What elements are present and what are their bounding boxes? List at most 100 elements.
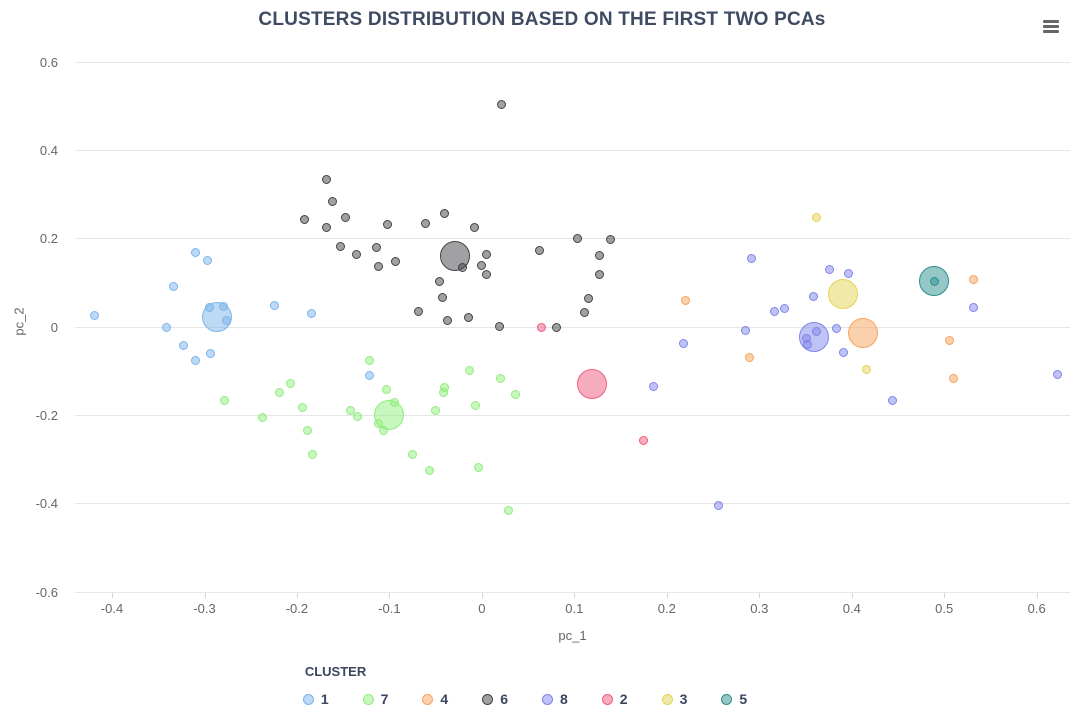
data-point-cluster-1[interactable] <box>190 248 200 258</box>
data-point-cluster-8[interactable] <box>746 254 756 264</box>
legend-item-2[interactable]: 2 <box>601 691 628 707</box>
data-point-cluster-7[interactable] <box>308 450 318 460</box>
data-point-cluster-7[interactable] <box>220 396 230 406</box>
data-point-cluster-6[interactable] <box>458 263 467 273</box>
data-point-cluster-8[interactable] <box>812 327 822 337</box>
data-point-cluster-7[interactable] <box>274 388 284 398</box>
data-point-cluster-7[interactable] <box>389 398 399 407</box>
data-point-cluster-7[interactable] <box>424 466 434 475</box>
data-point-cluster-8[interactable] <box>779 303 789 313</box>
data-point-cluster-6[interactable] <box>437 293 447 303</box>
data-point-cluster-8[interactable] <box>888 396 897 406</box>
legend-item-4[interactable]: 4 <box>422 691 448 707</box>
data-point-cluster-7[interactable] <box>302 425 312 435</box>
data-point-cluster-8[interactable] <box>969 303 979 312</box>
data-point-cluster-8[interactable] <box>831 324 841 334</box>
data-point-cluster-7[interactable] <box>382 385 392 395</box>
data-point-cluster-6[interactable] <box>322 222 331 232</box>
data-point-cluster-8[interactable] <box>649 382 659 392</box>
data-point-cluster-8[interactable] <box>838 347 848 357</box>
data-point-cluster-8[interactable] <box>714 500 724 510</box>
data-point-cluster-7[interactable] <box>465 365 475 375</box>
data-point-cluster-8[interactable] <box>809 292 819 301</box>
data-point-cluster-6[interactable] <box>390 257 400 267</box>
legend-item-5[interactable]: 5 <box>721 691 747 707</box>
data-point-cluster-6[interactable] <box>477 261 487 271</box>
data-point-cluster-7[interactable] <box>346 405 356 415</box>
data-point-cluster-1[interactable] <box>162 323 171 333</box>
data-point-cluster-7[interactable] <box>373 419 383 429</box>
data-point-cluster-6[interactable] <box>605 234 615 244</box>
data-point-cluster-1[interactable] <box>89 311 99 320</box>
data-point-cluster-6[interactable] <box>594 251 604 261</box>
legend-item-1[interactable]: 1 <box>302 691 329 707</box>
data-point-cluster-6[interactable] <box>327 197 337 206</box>
data-point-cluster-7[interactable] <box>258 412 268 422</box>
data-point-cluster-6[interactable] <box>372 242 381 252</box>
data-point-cluster-4[interactable] <box>945 335 955 345</box>
data-point-cluster-1[interactable] <box>202 255 212 265</box>
data-point-cluster-8[interactable] <box>679 338 688 348</box>
data-point-cluster-7[interactable] <box>504 506 514 516</box>
data-point-cluster-6[interactable] <box>322 174 331 184</box>
centroid-cluster-4[interactable] <box>847 318 878 349</box>
data-point-cluster-1[interactable] <box>307 309 317 319</box>
data-point-cluster-6[interactable] <box>496 99 506 109</box>
data-point-cluster-7[interactable] <box>470 401 480 411</box>
data-point-cluster-1[interactable] <box>168 282 178 292</box>
data-point-cluster-4[interactable] <box>969 275 979 285</box>
data-point-cluster-6[interactable] <box>482 270 491 280</box>
data-point-cluster-2[interactable] <box>536 322 546 332</box>
legend-item-8[interactable]: 8 <box>542 691 568 707</box>
data-point-cluster-7[interactable] <box>364 356 374 365</box>
data-point-cluster-6[interactable] <box>299 215 309 225</box>
data-point-cluster-2[interactable] <box>639 435 649 445</box>
data-point-cluster-1[interactable] <box>218 302 228 312</box>
data-point-cluster-7[interactable] <box>408 450 417 460</box>
data-point-cluster-6[interactable] <box>552 322 562 332</box>
data-point-cluster-6[interactable] <box>335 242 345 252</box>
data-point-cluster-6[interactable] <box>470 222 479 232</box>
data-point-cluster-7[interactable] <box>431 405 441 415</box>
data-point-cluster-4[interactable] <box>680 295 690 305</box>
legend-item-6[interactable]: 6 <box>482 691 508 707</box>
data-point-cluster-6[interactable] <box>534 246 544 255</box>
legend-item-7[interactable]: 7 <box>362 691 388 707</box>
data-point-cluster-6[interactable] <box>383 220 393 229</box>
centroid-cluster-2[interactable] <box>576 368 607 399</box>
chart-menu-button[interactable] <box>1040 14 1066 38</box>
data-point-cluster-6[interactable] <box>494 322 504 331</box>
data-point-cluster-8[interactable] <box>802 339 812 349</box>
data-point-cluster-6[interactable] <box>463 312 473 322</box>
data-point-cluster-6[interactable] <box>583 294 593 304</box>
data-point-cluster-7[interactable] <box>352 412 362 422</box>
data-point-cluster-5[interactable] <box>929 277 939 286</box>
data-point-cluster-8[interactable] <box>843 269 853 278</box>
data-point-cluster-7[interactable] <box>379 425 389 435</box>
data-point-cluster-4[interactable] <box>744 352 754 362</box>
data-point-cluster-6[interactable] <box>413 307 423 316</box>
data-point-cluster-6[interactable] <box>580 307 589 317</box>
data-point-cluster-8[interactable] <box>769 307 779 316</box>
legend-item-3[interactable]: 3 <box>661 691 687 707</box>
data-point-cluster-1[interactable] <box>178 341 188 350</box>
centroid-cluster-3[interactable] <box>827 278 858 309</box>
data-point-cluster-6[interactable] <box>351 250 361 259</box>
data-point-cluster-1[interactable] <box>364 370 374 380</box>
data-point-cluster-3[interactable] <box>862 364 872 374</box>
data-point-cluster-1[interactable] <box>270 301 280 311</box>
data-point-cluster-1[interactable] <box>222 316 232 326</box>
data-point-cluster-7[interactable] <box>438 388 448 398</box>
data-point-cluster-8[interactable] <box>740 326 750 336</box>
data-point-cluster-6[interactable] <box>421 218 430 228</box>
data-point-cluster-6[interactable] <box>594 270 604 280</box>
data-point-cluster-6[interactable] <box>482 250 491 259</box>
data-point-cluster-6[interactable] <box>373 262 383 272</box>
data-point-cluster-6[interactable] <box>443 316 453 326</box>
data-point-cluster-6[interactable] <box>434 277 444 286</box>
data-point-cluster-8[interactable] <box>1052 369 1062 379</box>
data-point-cluster-7[interactable] <box>286 378 295 388</box>
data-point-cluster-7[interactable] <box>473 462 483 472</box>
data-point-cluster-4[interactable] <box>949 373 958 383</box>
data-point-cluster-7[interactable] <box>510 389 520 399</box>
